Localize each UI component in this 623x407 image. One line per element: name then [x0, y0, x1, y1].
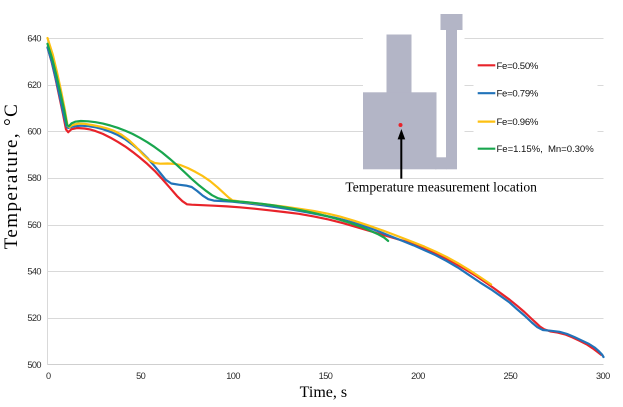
svg-text:300: 300	[596, 371, 610, 381]
svg-text:Time, s: Time, s	[300, 384, 347, 401]
svg-text:500: 500	[27, 360, 41, 370]
svg-text:Temperature, °C: Temperature, °C	[1, 103, 22, 250]
svg-text:250: 250	[504, 371, 518, 381]
svg-text:200: 200	[411, 371, 425, 381]
svg-text:560: 560	[27, 220, 41, 230]
svg-text:150: 150	[319, 371, 333, 381]
svg-text:0: 0	[46, 371, 51, 381]
svg-text:50: 50	[136, 371, 146, 381]
svg-text:640: 640	[27, 33, 41, 43]
svg-text:520: 520	[27, 313, 41, 323]
svg-text:540: 540	[27, 267, 41, 277]
svg-text:Fe=0.96%: Fe=0.96%	[497, 117, 539, 128]
svg-text:Fe=0.79%: Fe=0.79%	[497, 89, 539, 100]
svg-text:580: 580	[27, 173, 41, 183]
svg-text:Temperature measurement locati: Temperature measurement location	[345, 180, 537, 195]
svg-text:600: 600	[27, 127, 41, 137]
svg-text:100: 100	[226, 371, 240, 381]
svg-text:620: 620	[27, 80, 41, 90]
svg-text:Fe=1.15%, Mn=0.30%: Fe=1.15%, Mn=0.30%	[497, 144, 595, 155]
svg-text:Fe=0.50%: Fe=0.50%	[497, 61, 539, 72]
